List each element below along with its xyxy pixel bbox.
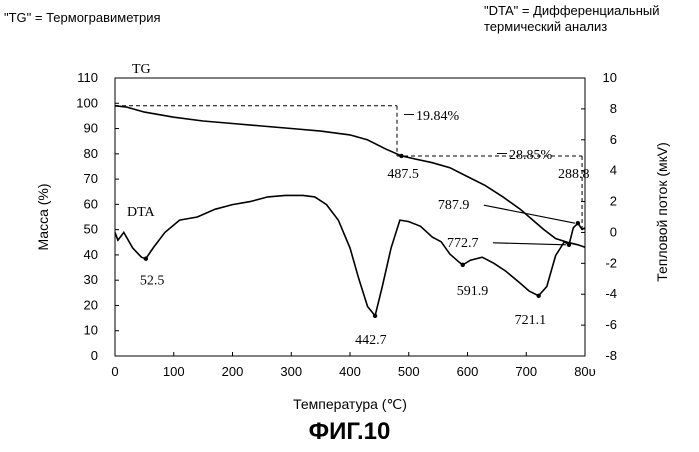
- left-tick-label: 90: [84, 121, 98, 136]
- tg-series-line: [115, 106, 585, 248]
- right-tick-label: 8: [610, 101, 617, 116]
- right-tick-label: -8: [605, 348, 617, 363]
- annotation-point: [399, 154, 403, 158]
- annotation-label: 52.5: [140, 274, 165, 289]
- right-tick-label: 4: [610, 163, 617, 178]
- right-tick-label: 10: [603, 70, 617, 85]
- x-tick-label: 200: [222, 364, 244, 379]
- left-tick-label: 100: [76, 95, 98, 110]
- x-tick-label: 300: [280, 364, 302, 379]
- left-tick-label: 80: [84, 146, 98, 161]
- left-tick-label: 40: [84, 247, 98, 262]
- x-tick-label: 600: [457, 364, 479, 379]
- annotation-marks: 487.5 52.5 442.7 591.9 721.1 772.7 787.9: [140, 154, 580, 348]
- annotation-label: 721.1: [515, 313, 547, 328]
- step1-percent-label: －19.84%: [402, 109, 459, 124]
- left-tick-label: 10: [84, 323, 98, 338]
- x-tick-label: 400: [339, 364, 361, 379]
- annotation-point: [567, 243, 571, 247]
- figure-caption: ФИГ.10: [0, 418, 699, 446]
- x-axis-title: Температура (℃): [293, 396, 407, 412]
- right-tick-label: -6: [605, 317, 617, 332]
- right-tick-label: 6: [610, 132, 617, 147]
- step3-label: 288.8: [558, 167, 590, 182]
- right-tick-label: 0: [610, 224, 617, 239]
- right-tick-label: -4: [605, 286, 617, 301]
- x-tick-label: 80υ: [574, 364, 596, 379]
- annotation-point: [373, 314, 377, 318]
- left-tick-label: 20: [84, 297, 98, 312]
- step2-percent-label: －28.85%: [495, 148, 552, 163]
- annotation-point: [536, 294, 540, 298]
- annotation-label: 442.7: [355, 333, 387, 348]
- left-tick-label: 110: [77, 70, 98, 85]
- annotation-label: 787.9: [438, 198, 470, 213]
- x-tick-label: 500: [398, 364, 420, 379]
- x-tick-label: 100: [163, 364, 185, 379]
- left-tick-label: 50: [84, 222, 98, 237]
- left-axis-title: Масса (%): [35, 183, 51, 250]
- dta-series-line: [115, 195, 585, 315]
- annotation-arrow: [484, 205, 575, 223]
- right-axis-ticks: -8 -6 -4 -2 0 2 4 6 8 10: [581, 70, 617, 363]
- dta-series-label: DTA: [127, 205, 156, 220]
- left-tick-label: 60: [84, 196, 98, 211]
- annotation-label: 487.5: [387, 167, 419, 182]
- annotation-point: [144, 257, 148, 261]
- right-axis-title: Тепловой поток (мкV): [654, 142, 670, 282]
- annotation-point: [461, 263, 465, 267]
- left-axis-ticks: 0 10 20 30 40 50 60 70 80 90 100 110: [76, 70, 119, 363]
- left-tick-label: 70: [84, 171, 98, 186]
- x-tick-label: 0: [111, 364, 118, 379]
- tg-step-lines: [115, 106, 585, 229]
- x-tick-label: 700: [515, 364, 537, 379]
- tg-series-label: TG: [132, 62, 151, 77]
- left-tick-label: 0: [91, 348, 98, 363]
- right-tick-label: -2: [605, 255, 617, 270]
- annotation-point: [576, 221, 580, 225]
- right-tick-label: 2: [610, 194, 617, 209]
- left-tick-label: 30: [84, 272, 98, 287]
- annotation-label: 591.9: [457, 284, 489, 299]
- annotation-label: 772.7: [447, 236, 479, 251]
- annotation-arrow: [493, 243, 566, 245]
